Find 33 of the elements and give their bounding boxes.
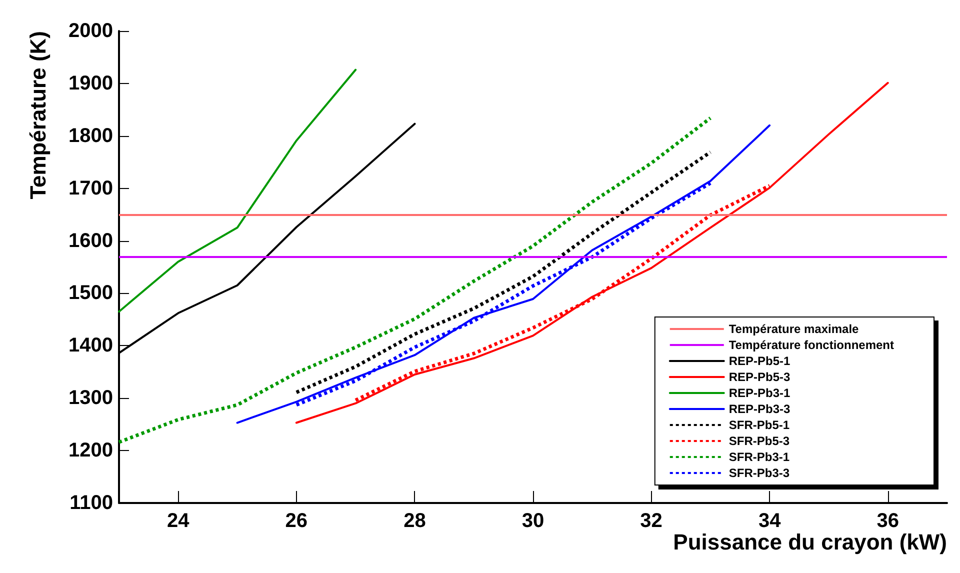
line-series xyxy=(118,68,357,313)
x-tick-label: 26 xyxy=(285,510,308,532)
legend-label: SFR-Pb5-3 xyxy=(728,434,790,448)
y-tick-label: 1200 xyxy=(68,440,113,462)
y-tick-label: 1100 xyxy=(70,492,113,514)
x-axis-title: Puissance du crayon (kW) xyxy=(673,530,947,554)
y-tick-label: 2000 xyxy=(68,20,113,42)
x-tick-label: 28 xyxy=(404,510,426,532)
x-tick-label: 36 xyxy=(876,510,899,532)
legend-label: REP-Pb5-1 xyxy=(728,354,791,368)
line-series xyxy=(117,116,712,444)
legend-label: SFR-Pb3-3 xyxy=(728,466,790,480)
y-tick-label: 1800 xyxy=(68,124,113,147)
x-tick-label: 24 xyxy=(167,510,190,532)
legend-label: REP-Pb3-1 xyxy=(728,386,791,400)
legend-label: SFR-Pb3-1 xyxy=(728,450,790,464)
x-tick-label: 34 xyxy=(758,510,782,532)
y-tick-label: 1700 xyxy=(68,177,113,200)
legend-label: REP-Pb5-3 xyxy=(728,370,791,384)
line-series xyxy=(294,181,712,407)
y-tick-label: 1300 xyxy=(68,387,113,410)
legend-label: SFR-Pb5-1 xyxy=(728,418,790,432)
legend-label: Température fonctionnement xyxy=(728,338,894,352)
y-tick-label: 1600 xyxy=(68,230,113,252)
y-tick-label: 1400 xyxy=(68,334,113,357)
legend-label: REP-Pb3-3 xyxy=(728,402,791,416)
y-axis-title: Température (K) xyxy=(26,31,50,200)
legend-label: Température maximale xyxy=(728,322,860,336)
y-tick-label: 1900 xyxy=(68,72,113,94)
x-tick-label: 32 xyxy=(640,510,662,532)
y-tick-label: 1500 xyxy=(68,282,113,304)
x-tick-label: 30 xyxy=(522,510,544,532)
line-series xyxy=(294,150,712,394)
